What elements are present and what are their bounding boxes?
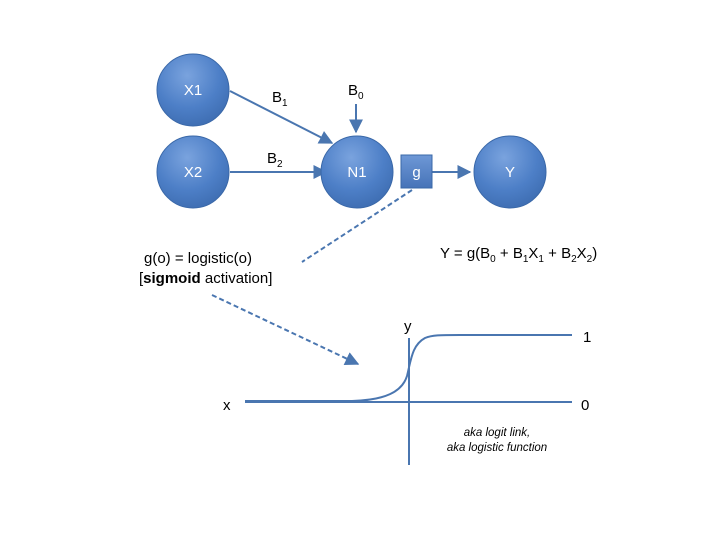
weight-b0-label: B0 [348,82,364,102]
activation-type: [sigmoid activation] [139,270,272,287]
node-y-label: Y [505,164,515,181]
node-g-label: g [412,164,420,181]
sigmoid-curve [245,334,572,402]
plot-y-label: y [404,318,412,335]
activation-formula: g(o) = logistic(o) [144,250,252,267]
node-x1-label: X1 [184,82,202,99]
weight-b2-label: B2 [267,150,283,170]
plot-x-label: x [223,397,231,414]
node-x1: X1 [156,53,230,127]
node-x2: X2 [156,135,230,209]
plot-upper-asymptote-label: 1 [583,329,591,346]
output-equation: Y = g(B0 + B1X1 + B2X2) [440,245,597,265]
weight-b1-label: B1 [272,89,288,109]
node-n1-label: N1 [347,164,366,181]
plot-note-logistic-function: aka logistic function [447,442,547,454]
node-x2-label: X2 [184,164,202,181]
plot-note-logit-link: aka logit link, [464,427,530,439]
node-g-activation: g [400,154,433,189]
dashed-link-label-to-curve [211,294,360,365]
dashed-link-g-to-label [301,189,413,263]
node-n1: N1 [320,135,394,209]
edge-x1-n1 [229,90,334,144]
plot-lower-asymptote-label: 0 [581,397,589,414]
node-y: Y [473,135,547,209]
sigmoid-plot: x y 1 0 aka logit link, aka logistic fun… [223,318,591,465]
